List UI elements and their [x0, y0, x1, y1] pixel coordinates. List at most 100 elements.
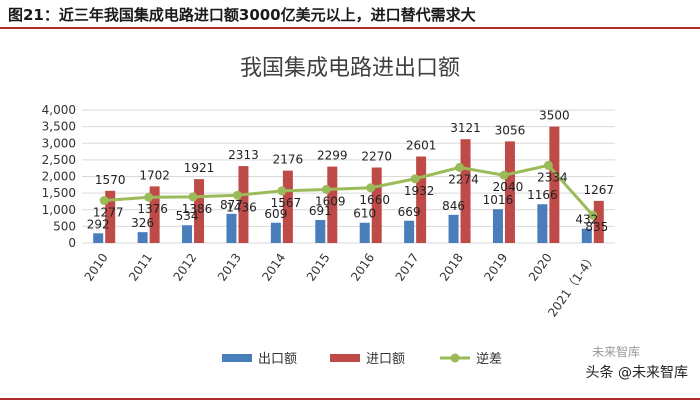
import-bar: [504, 141, 515, 243]
import-label: 1702: [139, 168, 170, 182]
import-label: 3121: [450, 121, 481, 135]
deficit-point: [410, 174, 420, 184]
deficit-point: [188, 192, 198, 202]
x-tick-label: 2014: [259, 251, 288, 284]
deficit-label: 1660: [359, 193, 390, 207]
legend: 出口额 进口额 逆差: [222, 351, 502, 367]
import-bar: [593, 200, 604, 243]
x-tick-label: 2016: [348, 251, 377, 284]
deficit-label: 1386: [182, 202, 213, 216]
import-label: 2176: [273, 153, 304, 167]
legend-label: 进口额: [366, 352, 405, 367]
import-label: 3056: [495, 123, 526, 137]
legend-marker: [450, 353, 460, 363]
export-bar: [359, 222, 370, 243]
import-bar: [149, 186, 160, 243]
y-tick-label: 1,500: [42, 186, 76, 200]
deficit-point: [499, 170, 509, 180]
chart: 我国集成电路进出口额 0 500 1,000 1,500 2,000 2,500 3,000…: [42, 56, 615, 367]
export-label: 1166: [527, 188, 558, 202]
deficit-point: [366, 183, 376, 193]
export-bar: [137, 232, 148, 243]
legend-swatch: [222, 354, 252, 362]
y-tick-label: 3,000: [42, 136, 76, 150]
deficit-label: 1277: [93, 206, 124, 220]
export-bar: [448, 214, 459, 243]
import-bar: [549, 126, 560, 243]
x-tick-label: 2017: [393, 251, 422, 284]
export-bar: [492, 209, 503, 243]
deficit-point: [321, 185, 331, 195]
export-label: 846: [442, 199, 465, 213]
import-label: 1267: [584, 183, 615, 197]
export-label: 691: [309, 204, 332, 218]
deficit-point: [588, 210, 598, 220]
export-label: 326: [131, 216, 154, 230]
deficit-label: 2334: [537, 170, 568, 184]
import-label: 3500: [539, 109, 570, 123]
x-tick-label: 2021（1-4）: [545, 251, 599, 320]
export-bar: [537, 204, 548, 243]
deficit-label: 2040: [493, 180, 524, 194]
y-tick-label: 2,500: [42, 153, 76, 167]
import-bar: [282, 170, 293, 243]
import-label: 2270: [361, 150, 392, 164]
import-bar: [194, 179, 205, 243]
deficit-point: [543, 160, 553, 170]
export-label: 432: [575, 213, 598, 227]
x-tick-label: 2015: [304, 251, 333, 284]
x-axis-ticks: 2010 2011 2012 2013 2014 2015 2016 2017 2018 2019…: [82, 251, 600, 320]
import-label: 2313: [228, 148, 259, 162]
legend-swatch: [330, 354, 360, 362]
export-bar: [226, 213, 237, 243]
export-bar: [270, 222, 281, 243]
export-label: 877: [220, 198, 243, 212]
import-label: 1921: [184, 161, 215, 175]
export-label: 534: [176, 209, 199, 223]
legend-label: 出口额: [258, 352, 297, 367]
bottom-rule: [0, 398, 700, 400]
export-bar: [182, 225, 193, 243]
x-tick-label: 2010: [82, 251, 111, 284]
watermark: 头条 @未来智库: [585, 365, 688, 381]
import-bar: [327, 166, 338, 243]
export-label: 609: [264, 207, 287, 221]
deficit-label: 2274: [448, 172, 479, 186]
deficit-point: [99, 196, 109, 206]
y-tick-label: 1,000: [42, 203, 76, 217]
legend-label: 逆差: [476, 351, 502, 367]
export-bar: [93, 233, 104, 243]
import-bar: [371, 167, 382, 243]
deficit-point: [144, 192, 154, 202]
export-bar: [315, 220, 326, 243]
deficit-label: 835: [585, 220, 608, 234]
import-bar: [238, 166, 249, 243]
deficit-label: 1376: [137, 202, 168, 216]
deficit-point: [277, 186, 287, 196]
deficit-label: 1567: [271, 196, 302, 210]
y-tick-label: 4,000: [42, 103, 76, 117]
export-label: 1016: [483, 193, 514, 207]
x-tick-label: 2011: [126, 251, 155, 284]
y-tick-label: 500: [53, 219, 76, 233]
y-tick-label: 3,500: [42, 120, 76, 134]
deficit-polyline: [104, 163, 594, 217]
deficit-label: 1436: [226, 200, 257, 214]
import-bar: [460, 139, 471, 243]
x-tick-label: 2012: [171, 251, 200, 284]
y-tick-label: 2,000: [42, 170, 76, 184]
import-label: 2601: [406, 139, 437, 153]
figure-caption: 图21：近三年我国集成电路进口额3000亿美元以上，进口替代需求大: [8, 6, 476, 24]
deficit-point: [455, 162, 465, 172]
grid-lines: [82, 109, 615, 244]
deficit-line: [99, 160, 598, 220]
x-tick-label: 2013: [215, 251, 244, 284]
import-bar: [416, 156, 427, 243]
y-axis-ticks: 0 500 1,000 1,500 2,000 2,500 3,000 3,500 4,000: [42, 103, 76, 250]
data-labels: 292 1570 326 1702 534 1921 877 2313 609 2176 691 22…: [87, 109, 614, 235]
export-label: 610: [353, 207, 376, 221]
top-rule: [0, 27, 700, 29]
export-label: 669: [398, 205, 421, 219]
deficit-point: [232, 190, 242, 200]
watermark-faint: 未来智库: [591, 345, 640, 359]
